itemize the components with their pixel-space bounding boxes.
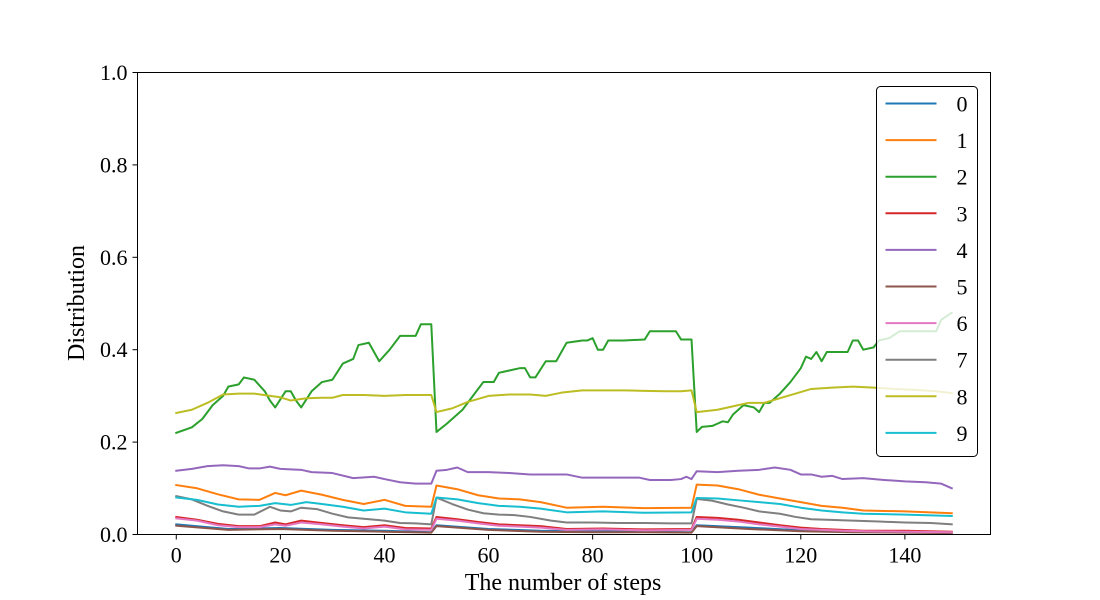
legend-label-2: 2 (957, 165, 968, 190)
x-axis: 0 20 40 60 80 100 120 140 (171, 534, 921, 568)
series-line-6 (175, 517, 953, 534)
legend-box (876, 86, 978, 457)
legend-label-3: 3 (957, 201, 968, 226)
y-tick-label: 0.0 (100, 522, 128, 547)
y-tick-label: 0.2 (100, 430, 128, 455)
y-axis: 0.0 0.2 0.4 0.6 0.8 1.0 (100, 60, 138, 547)
x-tick-label: 120 (784, 543, 817, 568)
x-tick-label: 40 (373, 543, 395, 568)
y-tick-label: 1.0 (100, 60, 128, 85)
x-tick-label: 140 (888, 543, 921, 568)
x-tick-label: 20 (269, 543, 291, 568)
x-tick-label: 60 (478, 543, 500, 568)
x-tick-label: 80 (582, 543, 604, 568)
legend-label-6: 6 (957, 311, 968, 336)
series-line-5 (175, 524, 953, 535)
series-line-8 (175, 385, 953, 415)
series-line-2 (174, 311, 954, 435)
legend-label-1: 1 (957, 128, 968, 153)
y-axis-label: Distribution (64, 245, 90, 361)
legend-label-9: 9 (957, 421, 968, 446)
x-tick-label: 0 (171, 543, 182, 568)
plot-area-frame (137, 72, 991, 535)
y-tick-label: 0.8 (100, 152, 128, 177)
series-line-7 (175, 494, 953, 526)
series-line-9 (175, 496, 953, 518)
legend-label-8: 8 (957, 384, 968, 409)
legend-label-7: 7 (957, 348, 968, 373)
y-tick-label: 0.4 (100, 337, 128, 362)
legend-label-5: 5 (957, 275, 968, 300)
series-line-3 (175, 515, 953, 533)
legend-label-0: 0 (957, 92, 968, 117)
x-tick-label: 100 (680, 543, 713, 568)
series-line-1 (175, 483, 953, 515)
x-axis-label: The number of steps (465, 570, 662, 596)
legend: 0 1 2 3 4 5 6 7 8 9 (876, 86, 978, 457)
series-layer (174, 311, 954, 535)
y-tick-label: 0.6 (100, 245, 128, 270)
legend-label-4: 4 (957, 238, 968, 263)
series-line-4 (175, 464, 954, 490)
